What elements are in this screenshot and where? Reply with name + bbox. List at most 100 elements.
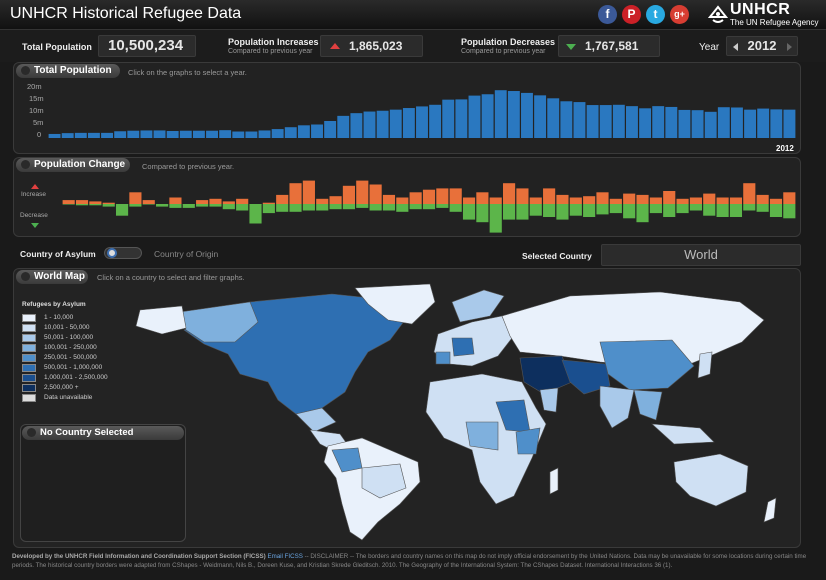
total-bar[interactable] <box>573 102 586 138</box>
decrease-bar[interactable] <box>516 204 529 220</box>
increase-bar[interactable] <box>783 192 796 204</box>
decrease-bar[interactable] <box>556 204 569 220</box>
increase-bar[interactable] <box>222 201 235 204</box>
total-bar[interactable] <box>416 106 428 138</box>
decrease-bar[interactable] <box>783 204 796 219</box>
decrease-bar[interactable] <box>156 204 169 207</box>
year-next-icon[interactable] <box>787 43 792 51</box>
total-bar[interactable] <box>560 101 573 138</box>
increase-bar[interactable] <box>676 198 689 204</box>
increase-bar[interactable] <box>476 192 489 204</box>
decrease-bar[interactable] <box>769 204 783 217</box>
increase-bar[interactable] <box>342 185 355 204</box>
total-bar[interactable] <box>271 129 284 138</box>
decrease-bar[interactable] <box>169 204 182 208</box>
decrease-bar[interactable] <box>396 204 409 212</box>
increase-bar[interactable] <box>276 194 289 204</box>
increase-bar[interactable] <box>75 200 89 204</box>
decrease-bar[interactable] <box>115 204 129 216</box>
total-bar[interactable] <box>626 106 638 138</box>
decrease-bar[interactable] <box>462 204 476 220</box>
increase-bar[interactable] <box>449 188 462 204</box>
madagascar[interactable] <box>549 467 559 495</box>
total-bar[interactable] <box>691 110 704 138</box>
increase-bar[interactable] <box>142 200 155 204</box>
total-bar[interactable] <box>48 133 61 138</box>
increase-bar[interactable] <box>689 197 702 205</box>
total-bar[interactable] <box>586 105 599 138</box>
germany[interactable] <box>451 337 475 357</box>
decrease-bar[interactable] <box>316 204 329 211</box>
email-ficss-link[interactable]: Email FICSS <box>267 553 303 560</box>
total-bar[interactable] <box>206 130 218 138</box>
increase-bar[interactable] <box>649 197 662 205</box>
decrease-bar[interactable] <box>436 204 449 208</box>
total-bar[interactable] <box>521 92 533 138</box>
total-bar[interactable] <box>389 109 402 138</box>
increase-bar[interactable] <box>623 193 636 204</box>
decrease-bar[interactable] <box>409 204 422 210</box>
increase-bar[interactable] <box>62 200 75 204</box>
increase-bar[interactable] <box>236 198 249 204</box>
increase-bar[interactable] <box>703 193 716 204</box>
decrease-bar[interactable] <box>209 204 222 207</box>
increase-bar[interactable] <box>89 201 102 204</box>
increase-bar[interactable] <box>756 194 769 204</box>
alaska[interactable] <box>135 305 187 335</box>
increase-bar[interactable] <box>329 196 342 204</box>
decrease-bar[interactable] <box>262 204 275 214</box>
decrease-bar[interactable] <box>289 204 302 212</box>
decrease-bar[interactable] <box>356 204 369 208</box>
googleplus-icon[interactable]: g+ <box>670 5 689 24</box>
new-zealand[interactable] <box>763 497 777 523</box>
indonesia[interactable] <box>651 423 715 445</box>
decrease-bar[interactable] <box>142 204 155 205</box>
decrease-bar[interactable] <box>596 204 609 215</box>
greenland[interactable] <box>354 283 436 325</box>
total-bar[interactable] <box>363 111 376 138</box>
increase-bar[interactable] <box>716 197 729 205</box>
country-of-origin-label[interactable]: Country of Origin <box>154 249 219 259</box>
increase-bar[interactable] <box>436 188 449 204</box>
canada-west[interactable] <box>179 301 259 343</box>
decrease-bar[interactable] <box>569 204 582 216</box>
increase-bar[interactable] <box>583 196 596 204</box>
decrease-bar[interactable] <box>342 204 355 210</box>
total-bar[interactable] <box>639 108 652 138</box>
decrease-bar[interactable] <box>756 204 769 212</box>
decrease-bar[interactable] <box>382 204 396 211</box>
total-bar[interactable] <box>258 130 271 138</box>
decrease-bar[interactable] <box>236 204 249 211</box>
decrease-bar[interactable] <box>89 204 102 206</box>
twitter-icon[interactable]: t <box>646 5 665 24</box>
decrease-bar[interactable] <box>222 204 235 210</box>
decrease-bar[interactable] <box>636 204 649 223</box>
asylum-origin-toggle[interactable] <box>104 247 142 259</box>
total-bar[interactable] <box>704 111 717 138</box>
decrease-bar[interactable] <box>276 204 289 212</box>
decrease-bar[interactable] <box>529 204 542 216</box>
total-bar[interactable] <box>652 106 665 138</box>
total-bar[interactable] <box>744 109 757 138</box>
decrease-bar[interactable] <box>663 204 676 217</box>
increase-bar[interactable] <box>316 198 329 204</box>
total-bar[interactable] <box>179 130 192 138</box>
year-prev-icon[interactable] <box>733 43 738 51</box>
increase-bar[interactable] <box>289 183 302 204</box>
total-bar[interactable] <box>730 107 743 138</box>
total-bar[interactable] <box>494 90 507 138</box>
increase-bar[interactable] <box>503 183 516 204</box>
year-selector[interactable]: 2012 <box>726 36 798 56</box>
pinterest-icon[interactable]: P <box>622 5 641 24</box>
decrease-bar[interactable] <box>623 204 636 219</box>
china[interactable] <box>599 339 695 391</box>
australia[interactable] <box>673 453 749 507</box>
decrease-bar[interactable] <box>62 204 75 205</box>
total-bar[interactable] <box>376 110 389 138</box>
total-bar[interactable] <box>74 132 87 138</box>
total-bar[interactable] <box>127 130 140 138</box>
total-bar[interactable] <box>783 109 796 138</box>
total-bar[interactable] <box>297 125 310 138</box>
decrease-bar[interactable] <box>182 204 195 208</box>
decrease-bar[interactable] <box>583 204 596 217</box>
